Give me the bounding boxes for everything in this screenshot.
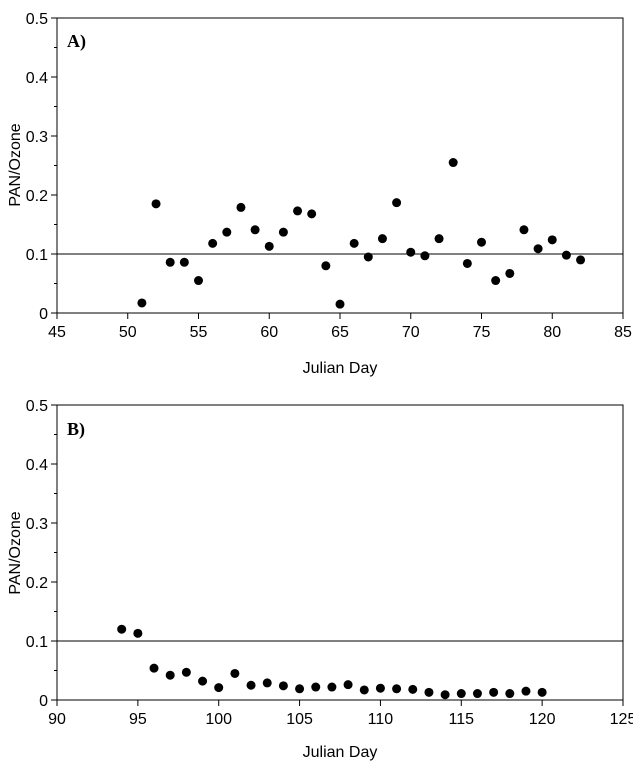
panel-a-data-point: [491, 276, 501, 286]
panel-a-data-point: [576, 255, 586, 265]
panel-b-x-tick-label: 115: [449, 711, 475, 728]
panel-b-data-point: [456, 689, 466, 699]
panel-b-data-point: [359, 685, 369, 695]
panel-a-data-point: [208, 238, 218, 248]
panel-a-data-point: [264, 241, 274, 251]
panel-b-plot-frame: [56, 404, 624, 701]
panel-b-data-point: [133, 628, 143, 638]
panel-a-data-point: [561, 250, 571, 260]
panel-a-data-point: [406, 247, 416, 257]
panel-b-data-point: [537, 687, 547, 697]
panel-a: A) Julian Day PAN/Ozone 0 0.1 0.2 0.3 0.4 0.5…: [7, 11, 632, 377]
panel-a-data-point: [434, 234, 444, 244]
panel-b-data-point: [149, 663, 159, 673]
panel-a-data-point: [462, 258, 472, 268]
panel-b-data-point: [521, 686, 531, 696]
panel-a-y-tick-label: 0.4: [26, 70, 48, 87]
panel-a-data-point: [236, 202, 246, 212]
panel-a-y-tick-label: 0.1: [26, 247, 48, 264]
panel-a-data-point: [165, 257, 175, 267]
panel-b-x-tick-label: 95: [129, 711, 147, 728]
panel-a-plot-frame: [56, 17, 624, 314]
panel-b-data-point: [327, 682, 337, 692]
panel-a-data-point: [335, 299, 345, 309]
panel-b-data-point: [214, 683, 224, 693]
panel-b-y-tick-label: 0.2: [26, 575, 48, 592]
panel-a-y-tick-label: 0.3: [26, 129, 48, 146]
panel-a-x-tick-label: 70: [402, 324, 420, 341]
panel-a-x-tick-label: 55: [190, 324, 208, 341]
panel-b-data-point: [408, 684, 418, 694]
panel-a-y-tick-label: 0: [39, 306, 48, 323]
panel-b-data-point: [424, 687, 434, 697]
panel-b-y-tick-label: 0.3: [26, 516, 48, 533]
panel-a-data-point: [250, 225, 260, 235]
panel-b-data-point: [295, 684, 305, 694]
panel-a-data-point: [151, 199, 161, 209]
panel-a-data-point: [377, 234, 387, 244]
panel-b-data-point: [375, 683, 385, 693]
panel-b-data-point: [181, 667, 191, 677]
panel-b: B) Julian Day PAN/Ozone 0 0.1 0.2 0.3 0.4 0.5…: [7, 398, 633, 761]
panel-a-data-point: [179, 257, 189, 267]
panel-b-data-point: [230, 668, 240, 678]
panel-b-y-tick-label: 0: [39, 693, 48, 710]
panel-a-x-tick-label: 75: [473, 324, 491, 341]
panel-b-data-point: [117, 624, 127, 634]
panel-b-x-axis-title: Julian Day: [303, 744, 378, 761]
panel-a-data-point: [363, 252, 373, 262]
panel-a-x-tick-label: 60: [260, 324, 278, 341]
panel-a-x-tick-label: 50: [119, 324, 137, 341]
panel-b-y-tick-label: 0.4: [26, 457, 48, 474]
panel-a-data-point: [222, 227, 232, 237]
panel-b-y-tick-label: 0.1: [26, 634, 48, 651]
panel-b-x-tick-label: 125: [610, 711, 633, 728]
panel-b-label: B): [67, 419, 85, 440]
panel-a-data-point: [307, 209, 317, 219]
panel-b-x-tick-label: 120: [529, 711, 556, 728]
panel-a-data-point: [321, 261, 331, 271]
panel-a-x-tick-label: 45: [48, 324, 66, 341]
panel-b-x-tick-label: 110: [368, 711, 394, 728]
panel-b-data-point: [505, 689, 515, 699]
panel-a-data-point: [278, 227, 288, 237]
panel-b-x-tick-label: 90: [48, 711, 66, 728]
panel-b-data-point: [278, 681, 288, 691]
panel-b-x-tick-label: 100: [205, 711, 232, 728]
panel-a-data-point: [293, 206, 303, 216]
panel-a-data-point: [349, 238, 359, 248]
panel-a-data-point: [519, 225, 529, 235]
panel-b-data-point: [165, 670, 175, 680]
panel-b-x-tick-label: 105: [286, 711, 313, 728]
panel-b-y-axis-title: PAN/Ozone: [7, 511, 24, 594]
panel-a-x-tick-label: 80: [543, 324, 561, 341]
panel-a-data-point: [448, 158, 458, 168]
panel-a-data-point: [194, 276, 203, 286]
panel-a-data-point: [547, 235, 557, 245]
panel-b-data-point: [262, 678, 272, 688]
panel-a-data-point: [505, 268, 515, 278]
panel-a-data-point: [533, 244, 543, 254]
panel-b-data-point: [392, 684, 402, 694]
panel-a-data-point: [420, 251, 430, 261]
panel-b-data-point: [472, 689, 482, 699]
panel-a-data-point: [137, 298, 147, 308]
panel-b-data-point: [489, 687, 499, 697]
panel-a-data-point: [477, 237, 486, 247]
panel-b-data-point: [343, 680, 353, 690]
panel-b-data-point: [198, 676, 208, 686]
panel-a-y-tick-label: 0.2: [26, 188, 48, 205]
panel-b-y-tick-label: 0.5: [26, 398, 48, 415]
panel-a-data-point: [392, 198, 402, 208]
panel-a-x-tick-label: 65: [331, 324, 349, 341]
panel-b-data-point: [246, 680, 256, 690]
panel-a-y-axis-title: PAN/Ozone: [7, 123, 24, 206]
panel-a-label: A): [67, 31, 86, 52]
panel-b-data-point: [440, 690, 450, 700]
panel-a-x-axis-title: Julian Day: [303, 360, 378, 377]
panel-a-x-tick-label: 85: [614, 324, 632, 341]
panel-a-y-tick-label: 0.5: [26, 11, 48, 28]
panel-b-data-point: [311, 682, 321, 692]
